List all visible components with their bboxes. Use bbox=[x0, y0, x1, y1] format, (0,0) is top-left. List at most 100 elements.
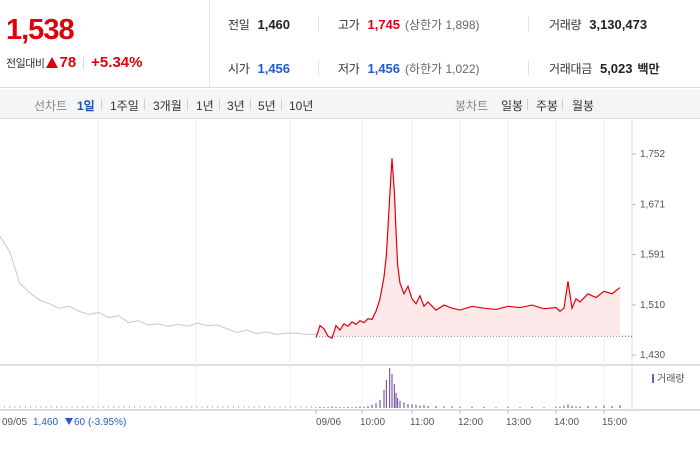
volume-bar bbox=[61, 406, 63, 408]
period-3m[interactable]: 3개월 bbox=[153, 99, 182, 113]
current-price: 1,538 bbox=[6, 14, 75, 46]
high-value: 1,745 bbox=[367, 17, 401, 32]
prev-day-series bbox=[0, 236, 316, 335]
period-1w[interactable]: 1주일 bbox=[110, 99, 139, 113]
volume-bar bbox=[160, 406, 161, 408]
volume-bar bbox=[9, 406, 11, 408]
volume-bar bbox=[175, 406, 177, 408]
period-5y[interactable]: 5년 bbox=[258, 99, 276, 113]
volume-bar bbox=[567, 404, 569, 408]
prev-day-change: 60 bbox=[74, 417, 86, 428]
volume-bar bbox=[279, 406, 281, 408]
volume-bar bbox=[419, 405, 421, 408]
divider bbox=[318, 17, 319, 31]
volume-bar bbox=[375, 403, 377, 408]
volume-bar bbox=[180, 406, 182, 408]
volume-bar bbox=[367, 406, 369, 408]
amount-label: 거래대금 bbox=[549, 62, 592, 76]
volume-bar bbox=[24, 406, 26, 408]
candle-monthly[interactable]: 월봉 bbox=[572, 99, 595, 113]
volume-bar bbox=[563, 405, 565, 408]
y-axis-tick-label: 1,430 bbox=[640, 350, 665, 361]
volume-bar bbox=[66, 406, 68, 408]
divider bbox=[250, 99, 251, 110]
volume-bar bbox=[108, 406, 109, 408]
volume-bar bbox=[284, 406, 286, 408]
volume-bar bbox=[310, 406, 312, 408]
volume-bar bbox=[603, 405, 605, 408]
volume-bar bbox=[383, 390, 385, 408]
volume-bar bbox=[19, 406, 21, 408]
period-10y[interactable]: 10년 bbox=[289, 99, 314, 113]
volume-bar bbox=[227, 406, 229, 408]
volume-bar bbox=[397, 398, 399, 408]
divider bbox=[562, 99, 563, 110]
today-series bbox=[315, 158, 621, 339]
volume-bar bbox=[134, 406, 135, 408]
volume-bar bbox=[351, 407, 353, 408]
stat-amount: 거래대금 5,023 백만 bbox=[549, 60, 660, 77]
volume-bar bbox=[149, 406, 151, 408]
volume-bar bbox=[427, 406, 429, 408]
y-axis-tick-label: 1,671 bbox=[640, 200, 665, 211]
volume-bar bbox=[14, 406, 16, 408]
divider bbox=[528, 61, 529, 75]
volume-bar bbox=[56, 406, 57, 408]
divider bbox=[144, 99, 145, 110]
volume-bar bbox=[222, 406, 224, 408]
x-axis-tick-label: 11:00 bbox=[410, 417, 435, 428]
intraday-chart: 1,752 1,671 1,591 1,510 1,430 거래량 09/06 10:00 11… bbox=[0, 120, 700, 428]
volume-bar bbox=[290, 406, 291, 408]
volume-bar bbox=[587, 406, 589, 408]
volume-bar bbox=[407, 404, 409, 408]
volume-bar bbox=[35, 406, 37, 408]
volume-bar bbox=[196, 406, 198, 408]
y-axis-tick-label: 1,591 bbox=[640, 250, 665, 261]
volume-bar bbox=[363, 406, 365, 408]
lower-limit: (하한가 1,022) bbox=[405, 62, 480, 76]
volume-bar bbox=[619, 405, 621, 408]
volume-bar bbox=[359, 406, 361, 408]
volume-bar bbox=[82, 406, 83, 408]
candle-weekly[interactable]: 주봉 bbox=[536, 99, 559, 113]
low-label: 저가 bbox=[338, 62, 360, 76]
price-box: 1,538 전일대비 78 +5.34% bbox=[0, 0, 210, 88]
volume-value: 3,130,473 bbox=[589, 17, 648, 32]
volume-bar bbox=[92, 406, 94, 408]
x-axis-tick-label: 09/06 bbox=[316, 417, 341, 428]
volume-bar bbox=[443, 406, 445, 408]
volume-bar bbox=[389, 368, 391, 408]
volume-bar bbox=[154, 406, 156, 408]
volume-bar bbox=[435, 406, 437, 408]
volume-bar bbox=[355, 406, 357, 408]
volume-bar bbox=[76, 406, 78, 408]
volume-bar bbox=[243, 406, 245, 408]
up-triangle-icon bbox=[46, 57, 59, 68]
volume-bar bbox=[217, 406, 219, 408]
volume-bar bbox=[595, 406, 597, 408]
stat-prev-close: 전일 1,460 bbox=[228, 16, 290, 33]
volume-bar bbox=[40, 406, 42, 408]
volume-bar bbox=[300, 406, 302, 408]
volume-bar bbox=[113, 406, 115, 408]
divider bbox=[318, 61, 319, 75]
volume-bar bbox=[555, 406, 557, 408]
volume-bar bbox=[274, 406, 276, 408]
divider bbox=[101, 99, 102, 110]
volume-bar bbox=[385, 380, 387, 408]
volume-bar bbox=[483, 406, 485, 408]
volume-bar bbox=[343, 407, 345, 408]
volume-bar bbox=[347, 406, 349, 408]
period-1d[interactable]: 1일 bbox=[77, 99, 95, 113]
stat-open: 시가 1,456 bbox=[228, 60, 290, 77]
volume-legend-label: 거래량 bbox=[657, 373, 685, 385]
volume-bar bbox=[423, 405, 425, 408]
volume-label: 거래량 bbox=[549, 18, 582, 32]
period-1y[interactable]: 1년 bbox=[196, 99, 214, 113]
period-3y[interactable]: 3년 bbox=[227, 99, 245, 113]
volume-bar bbox=[507, 406, 509, 408]
candle-daily[interactable]: 일봉 bbox=[501, 99, 524, 113]
change-rate: +5.34% bbox=[91, 54, 143, 71]
volume-bar bbox=[323, 407, 325, 408]
volume-bar bbox=[238, 406, 239, 408]
